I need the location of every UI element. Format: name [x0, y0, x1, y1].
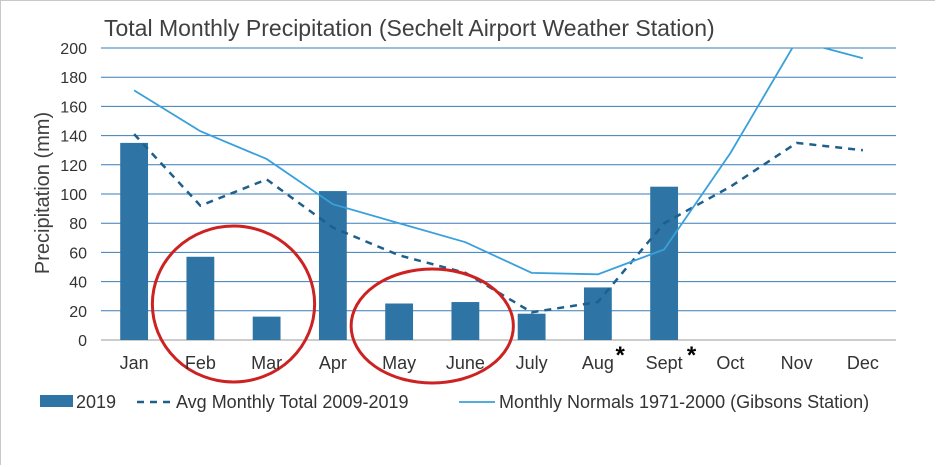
y-tick-label: 160 [60, 99, 87, 116]
x-label-apr: Apr [319, 353, 347, 373]
legend-swatch-2019 [40, 395, 73, 407]
x-category-labels: Jan Feb Mar Apr May June July Aug * Sept * Oct Nov De… [120, 342, 879, 373]
y-tick-label: 80 [69, 216, 87, 233]
x-label-sept: Sept [646, 353, 683, 373]
bar-mar [252, 316, 281, 340]
chart-title: Total Monthly Precipitation (Sechelt Air… [104, 15, 715, 41]
bar-feb [186, 256, 215, 340]
y-tick-labels: 0 20 40 60 80 100 120 140 160 180 200 [60, 41, 87, 350]
asterisk-marker: * [615, 342, 625, 369]
x-label-oct: Oct [716, 353, 744, 373]
line-series [133, 48, 864, 314]
legend-label-normals: Monthly Normals 1971-2000 (Gibsons Stati… [499, 392, 869, 412]
x-label-feb: Feb [185, 353, 216, 373]
y-tick-label: 140 [60, 129, 87, 146]
y-tick-label: 0 [78, 333, 87, 350]
normals-line [133, 48, 864, 276]
x-label-nov: Nov [781, 353, 813, 373]
x-label-july: July [516, 353, 548, 373]
x-label-aug: Aug [582, 353, 614, 373]
bar-aug [583, 287, 612, 340]
x-label-mar: Mar [251, 353, 282, 373]
red-circle-annotation [150, 224, 317, 384]
bar-june [451, 302, 480, 340]
x-label-dec: Dec [847, 353, 879, 373]
bar-may [385, 303, 414, 340]
bar-apr [318, 191, 347, 340]
y-tick-label: 20 [69, 304, 87, 321]
bar-jan [120, 142, 149, 340]
y-tick-label: 40 [69, 275, 87, 292]
legend: 2019 Avg Monthly Total 2009-2019 Monthly N… [40, 392, 869, 412]
red-circle-annotation [349, 267, 515, 385]
y-axis-label: Precipitation (mm) [32, 112, 54, 274]
bar-july [517, 313, 546, 340]
x-label-jan: Jan [120, 353, 149, 373]
legend-label-avg: Avg Monthly Total 2009-2019 [176, 392, 409, 412]
y-tick-label: 200 [60, 41, 87, 58]
x-label-june: June [446, 353, 485, 373]
y-tick-label: 180 [60, 70, 87, 87]
annotations [150, 224, 515, 385]
y-tick-label: 100 [60, 187, 87, 204]
bar-series [120, 142, 679, 340]
y-tick-label: 120 [60, 158, 87, 175]
bar-sept [650, 186, 679, 340]
asterisk-marker: * [687, 342, 697, 369]
y-tick-label: 60 [69, 245, 87, 262]
x-label-may: May [382, 353, 416, 373]
gridlines [101, 47, 896, 341]
legend-label-2019: 2019 [76, 392, 116, 412]
